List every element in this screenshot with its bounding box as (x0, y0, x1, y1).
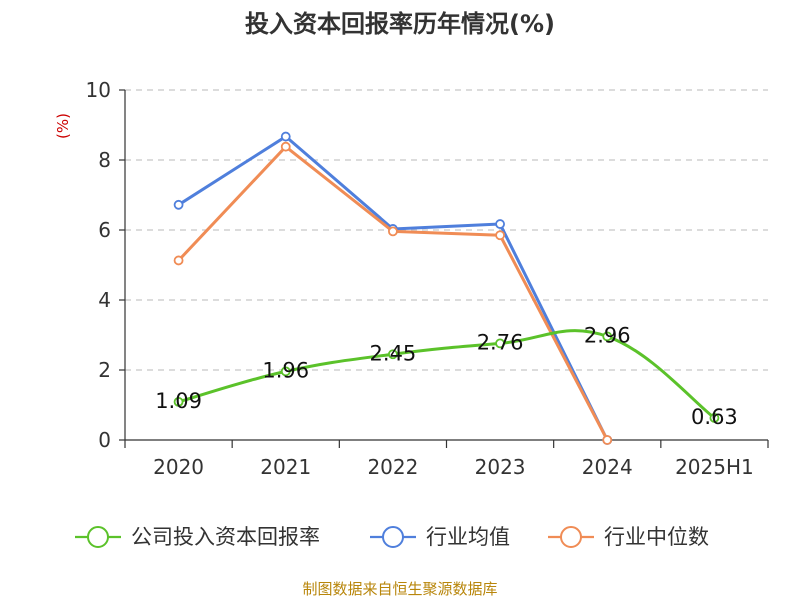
series-layer (173, 131, 720, 445)
x-tick-label: 2024 (582, 455, 633, 479)
data-labels: 1.09 1.96 2.45 2.76 2.96 0.63 (155, 323, 738, 429)
legend-item: 行业中位数 (548, 525, 709, 549)
legend-label: 公司投入资本回报率 (131, 525, 320, 549)
data-label: 0.63 (691, 405, 738, 429)
legend-label: 行业中位数 (604, 525, 709, 549)
y-tick-label: 8 (98, 148, 111, 172)
data-point (280, 141, 291, 152)
data-point (280, 131, 291, 142)
x-tick-label: 2020 (153, 455, 204, 479)
data-point (602, 435, 613, 445)
data-point (495, 219, 505, 229)
legend-item: 公司投入资本回报率 (75, 525, 320, 549)
y-tick-label: 10 (86, 78, 111, 102)
data-point (173, 199, 184, 210)
y-axis-ticks: 0 2 4 6 8 10 (86, 78, 111, 452)
y-tick-label: 4 (98, 288, 111, 312)
data-point (388, 226, 398, 237)
y-tick-label: 6 (98, 218, 111, 242)
series-3 (173, 141, 613, 445)
legend-marker (382, 526, 404, 548)
x-tick-label: 2023 (475, 455, 526, 479)
legend-label: 行业均值 (426, 525, 510, 549)
legend-marker (560, 526, 582, 548)
series-line (177, 145, 609, 442)
data-point (280, 366, 291, 377)
series-line (177, 329, 716, 420)
data-label: 2.45 (370, 341, 417, 365)
series-2 (173, 131, 613, 445)
data-point (173, 396, 184, 407)
series-line (177, 135, 609, 442)
data-point (602, 331, 613, 342)
y-tick-label: 2 (98, 358, 111, 382)
data-point (495, 338, 505, 349)
gridlines (125, 89, 768, 371)
data-point (173, 255, 184, 266)
data-point (495, 230, 505, 241)
x-axis-ticks: 2020 2021 2022 2023 2024 2025H1 (153, 455, 754, 479)
chart-title: 投入资本回报率历年情况(%) (245, 10, 555, 38)
legend-item: 行业均值 (370, 525, 510, 549)
legend-marker (87, 526, 109, 548)
source-note: 制图数据来自恒生聚源数据库 (302, 580, 497, 598)
data-point (388, 349, 398, 360)
y-axis-unit: (%) (54, 113, 72, 139)
data-label: 1.09 (155, 389, 202, 413)
data-label: 2.76 (477, 330, 524, 354)
series-1 (173, 329, 720, 423)
data-label: 2.96 (584, 323, 631, 347)
x-tick-label: 2022 (367, 455, 418, 479)
y-tick-label: 0 (98, 428, 111, 452)
data-label: 1.96 (262, 358, 309, 382)
axes (119, 89, 769, 448)
x-tick-label: 2025H1 (675, 455, 754, 479)
legend: 公司投入资本回报率 行业均值 行业中位数 (75, 525, 709, 549)
data-point (709, 413, 720, 423)
x-tick-label: 2021 (260, 455, 311, 479)
